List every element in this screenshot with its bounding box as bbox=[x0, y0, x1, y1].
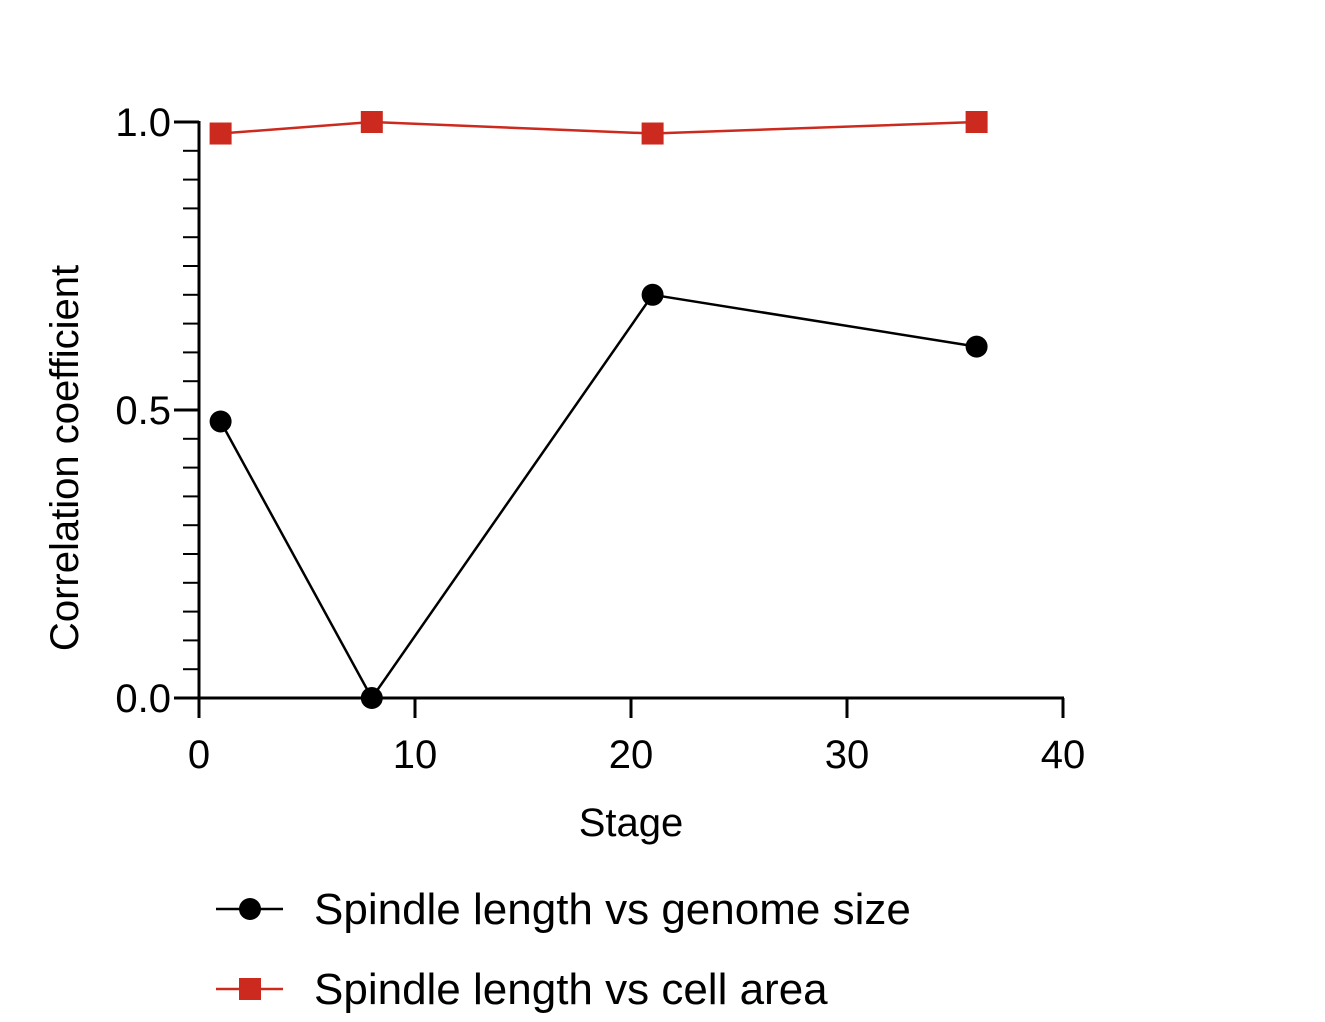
axes: 0 10 20 30 40 0.0 0.5 1.0 bbox=[115, 101, 1085, 777]
data-point bbox=[360, 111, 383, 133]
x-ticks: 0 10 20 30 40 bbox=[188, 698, 1085, 777]
x-axis-title: Stage bbox=[579, 801, 684, 845]
y-tick-label: 0.5 bbox=[115, 389, 171, 433]
legend-item: Spindle length vs genome size bbox=[216, 885, 911, 934]
legend-label: Spindle length vs cell area bbox=[314, 965, 828, 1014]
data-point bbox=[965, 111, 988, 133]
data-point bbox=[965, 335, 988, 358]
data-point bbox=[641, 283, 664, 306]
y-tick-label: 1.0 bbox=[115, 101, 171, 145]
x-tick-label: 10 bbox=[393, 733, 438, 777]
y-axis-title: Correlation coefficient bbox=[43, 265, 87, 651]
legend: Spindle length vs genome size Spindle len… bbox=[216, 885, 911, 1014]
y-tick-label: 0.0 bbox=[115, 677, 171, 721]
legend-label: Spindle length vs genome size bbox=[314, 885, 911, 934]
y-ticks: 0.0 0.5 1.0 bbox=[115, 101, 199, 721]
data-point bbox=[209, 410, 232, 433]
x-tick-label: 0 bbox=[188, 733, 210, 777]
legend-marker bbox=[239, 978, 261, 1000]
x-tick-label: 20 bbox=[609, 733, 654, 777]
series-line bbox=[219, 293, 977, 701]
x-tick-label: 30 bbox=[825, 733, 870, 777]
series-line bbox=[220, 120, 977, 135]
series-circle bbox=[209, 283, 988, 709]
x-tick-label: 40 bbox=[1041, 733, 1086, 777]
series-square bbox=[209, 111, 988, 145]
data-point bbox=[641, 122, 664, 145]
legend-marker bbox=[239, 898, 261, 920]
data-point bbox=[360, 687, 383, 709]
plot-series bbox=[209, 111, 988, 709]
legend-item: Spindle length vs cell area bbox=[216, 965, 828, 1014]
data-point bbox=[209, 122, 232, 145]
